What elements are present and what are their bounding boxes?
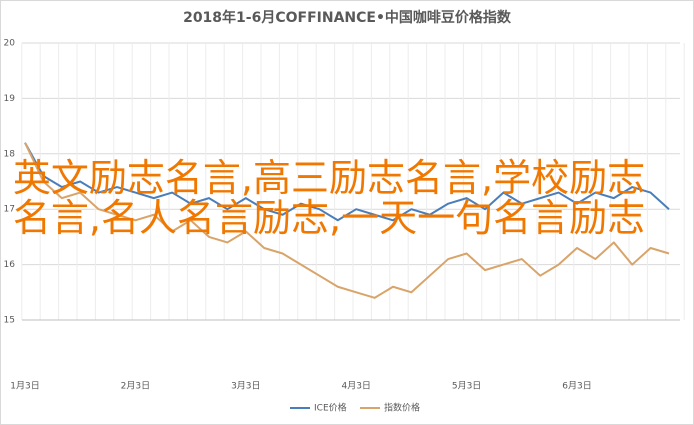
legend-label: ICE价格	[314, 402, 347, 414]
legend-label: 指数价格	[384, 402, 420, 414]
y-tick-label: 15	[4, 316, 15, 326]
x-tick-label: 1月3日	[10, 381, 39, 392]
y-tick-label: 18	[4, 149, 16, 159]
chart-title: 2018年1-6月COFFINANCE•中国咖啡豆价格指数	[183, 9, 512, 26]
x-tick-label: 2月3日	[121, 381, 150, 392]
y-tick-label: 16	[4, 260, 16, 270]
x-tick-label: 5月3日	[452, 381, 481, 392]
x-tick-label: 3月3日	[231, 381, 260, 392]
overlay-text: 英文励志名言,高三励志名言,学校励志名言,名人名言励志,一天一句名言励志	[12, 156, 646, 240]
series-line	[24, 142, 670, 222]
y-tick-label: 20	[4, 39, 16, 49]
series-line	[24, 142, 670, 299]
y-tick-label: 19	[4, 94, 16, 104]
y-tick-label: 17	[4, 205, 15, 215]
x-tick-label: 4月3日	[341, 381, 370, 392]
x-tick-label: 6月3日	[562, 381, 591, 392]
